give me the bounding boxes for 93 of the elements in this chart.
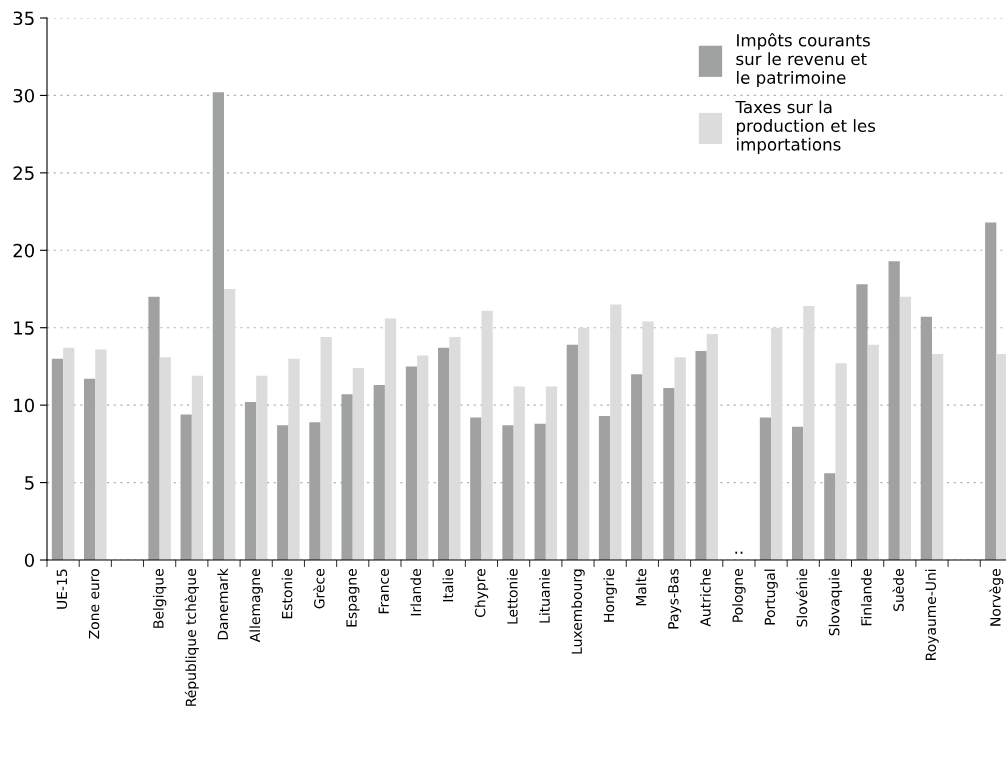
x-tick-label: Portugal [764,569,778,625]
bar [824,473,836,560]
bar [985,222,997,560]
x-tick-label: Irlande [410,569,422,616]
legend-label: Impôts courants sur le revenu et le patrimoine [736,33,870,88]
x-tick-label: Finlande [860,569,872,626]
bar [352,367,364,560]
x-tick-label: Slovaquie [828,569,843,636]
x-tick-label: Malte [635,569,647,606]
x-tick-label: UE-15 [56,569,68,609]
bar [277,425,289,560]
legend-label: Taxes sur la production et les importations [735,100,876,154]
bar [224,289,236,560]
x-tick-label: Slovénie [795,569,808,627]
y-tick-label: 0 [24,553,34,568]
x-tick-label: Norvège [989,569,1004,626]
bar [95,349,107,560]
x-tick-label: Pologne [732,569,746,622]
x-tick-label: Luxembourg [571,569,585,654]
bar [996,354,1006,560]
bar [534,423,546,560]
x-tick-label: Pays-Bas [668,569,682,629]
bar [803,306,815,560]
bar [931,354,944,560]
bar [449,337,461,560]
bar [674,357,686,560]
bar [706,333,718,560]
bar [899,296,912,560]
bar [384,318,397,560]
bar [51,358,64,560]
bar [373,385,385,560]
x-tick-label: Hongrie [603,569,617,622]
x-tick-label: Autriche [699,569,711,627]
bar [856,284,868,560]
x-tick-label: Suède [892,569,904,611]
bar [417,355,429,560]
x-tick-label: Belgique [152,569,167,628]
x-tick-label: République tchèque [184,569,199,706]
y-tick-label: 10 [14,398,34,413]
bar [867,344,879,560]
x-tick-label: Zone euro [88,569,100,639]
y-tick-label: 20 [13,243,34,258]
bar [545,386,558,560]
bar [835,363,847,560]
y-tick-label: 30 [13,88,34,103]
x-tick-label: Lituanie [539,569,550,623]
bar [598,415,611,560]
bar [631,374,643,560]
bar [212,92,224,560]
y-tick-label: 15 [14,321,34,335]
bar [920,316,932,560]
x-tick-label: Estonie [281,569,293,619]
bar [888,261,900,560]
bar [191,375,204,560]
bar [320,337,332,560]
bar [256,375,268,560]
y-tick-label: 25 [13,166,34,180]
bar [513,386,525,560]
x-tick-label: Lettonie [506,569,518,624]
annotation: .. [735,551,743,554]
bar [288,358,300,560]
x-tick-label: Chypre [474,569,489,618]
bar [695,350,707,560]
y-tick-label: 35 [13,11,34,26]
bar [663,388,675,560]
bar [566,344,578,560]
bar [577,327,590,560]
bar [642,321,654,560]
bar [470,417,482,560]
x-tick-label: Espagne [346,569,360,627]
bar [159,357,171,560]
x-tick-label: Royaume-Uni [925,569,939,660]
bar [791,426,804,560]
y-tick-label: 5 [25,476,34,490]
bar [405,366,418,560]
x-tick-label: Danemark [217,568,229,640]
bar [771,327,783,560]
bar [309,422,321,560]
bar [481,310,493,560]
bar [341,394,353,560]
bar [244,402,257,560]
x-tick-label: Italie [442,569,454,602]
bar [148,296,160,560]
bar [502,425,514,560]
bar [610,304,622,560]
x-tick-label: France [378,569,389,614]
bar [180,414,192,560]
bar [84,378,96,560]
x-tick-label: Allemagne [249,569,263,643]
x-tick-label: Grèce [313,569,325,609]
bar [759,417,772,560]
bar [63,347,75,560]
bar [438,347,450,560]
